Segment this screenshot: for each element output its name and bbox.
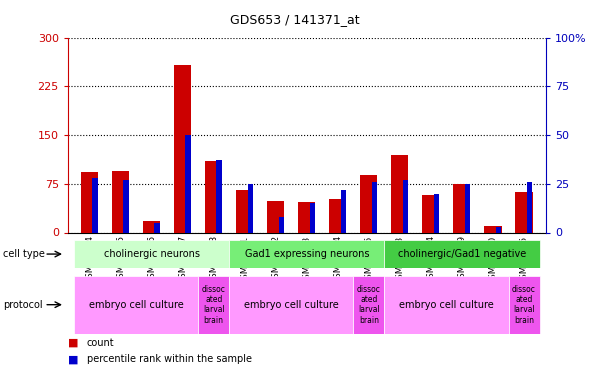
Bar <box>299 202 315 232</box>
Text: percentile rank within the sample: percentile rank within the sample <box>87 354 252 364</box>
Bar <box>340 190 346 232</box>
Bar <box>267 201 284 232</box>
Bar <box>185 135 191 232</box>
Text: ■: ■ <box>68 338 78 348</box>
Bar <box>509 276 539 334</box>
Bar <box>496 226 502 232</box>
Bar <box>465 184 470 232</box>
Bar <box>310 203 315 232</box>
Bar <box>403 180 408 232</box>
Bar <box>454 184 470 232</box>
Bar <box>81 172 98 232</box>
Bar <box>236 190 253 232</box>
Bar <box>516 192 533 232</box>
Bar <box>205 161 222 232</box>
Bar <box>360 175 378 232</box>
Bar <box>198 276 230 334</box>
Bar <box>155 223 160 232</box>
Bar <box>248 184 253 232</box>
Text: embryo cell culture: embryo cell culture <box>244 300 339 310</box>
Bar <box>384 240 539 268</box>
Bar <box>74 240 230 268</box>
Bar <box>527 182 532 232</box>
Text: dissoc
ated
larval
brain: dissoc ated larval brain <box>357 285 381 325</box>
Text: dissoc
ated
larval
brain: dissoc ated larval brain <box>202 285 225 325</box>
Bar <box>217 160 222 232</box>
Text: GDS653 / 141371_at: GDS653 / 141371_at <box>230 13 360 26</box>
Text: cell type: cell type <box>3 249 45 259</box>
Bar <box>384 276 509 334</box>
Bar <box>112 171 129 232</box>
Text: Gad1 expressing neurons: Gad1 expressing neurons <box>244 249 369 259</box>
Bar <box>123 180 129 232</box>
Text: cholinergic neurons: cholinergic neurons <box>104 249 199 259</box>
Text: embryo cell culture: embryo cell culture <box>399 300 494 310</box>
Text: protocol: protocol <box>3 300 42 310</box>
Bar <box>391 154 408 232</box>
Bar <box>230 240 384 268</box>
Bar <box>329 199 346 232</box>
Bar <box>372 182 377 232</box>
Bar <box>434 194 440 232</box>
Text: embryo cell culture: embryo cell culture <box>88 300 183 310</box>
Bar <box>484 226 502 232</box>
Bar <box>174 65 191 232</box>
Text: count: count <box>87 338 114 348</box>
Bar <box>278 217 284 232</box>
Text: cholinergic/Gad1 negative: cholinergic/Gad1 negative <box>398 249 526 259</box>
Text: ■: ■ <box>68 354 78 364</box>
Text: dissoc
ated
larval
brain: dissoc ated larval brain <box>512 285 536 325</box>
Bar <box>353 276 384 334</box>
Bar <box>74 276 198 334</box>
Bar <box>230 276 353 334</box>
Bar <box>93 178 98 232</box>
Bar <box>143 221 160 232</box>
Bar <box>422 195 440 232</box>
